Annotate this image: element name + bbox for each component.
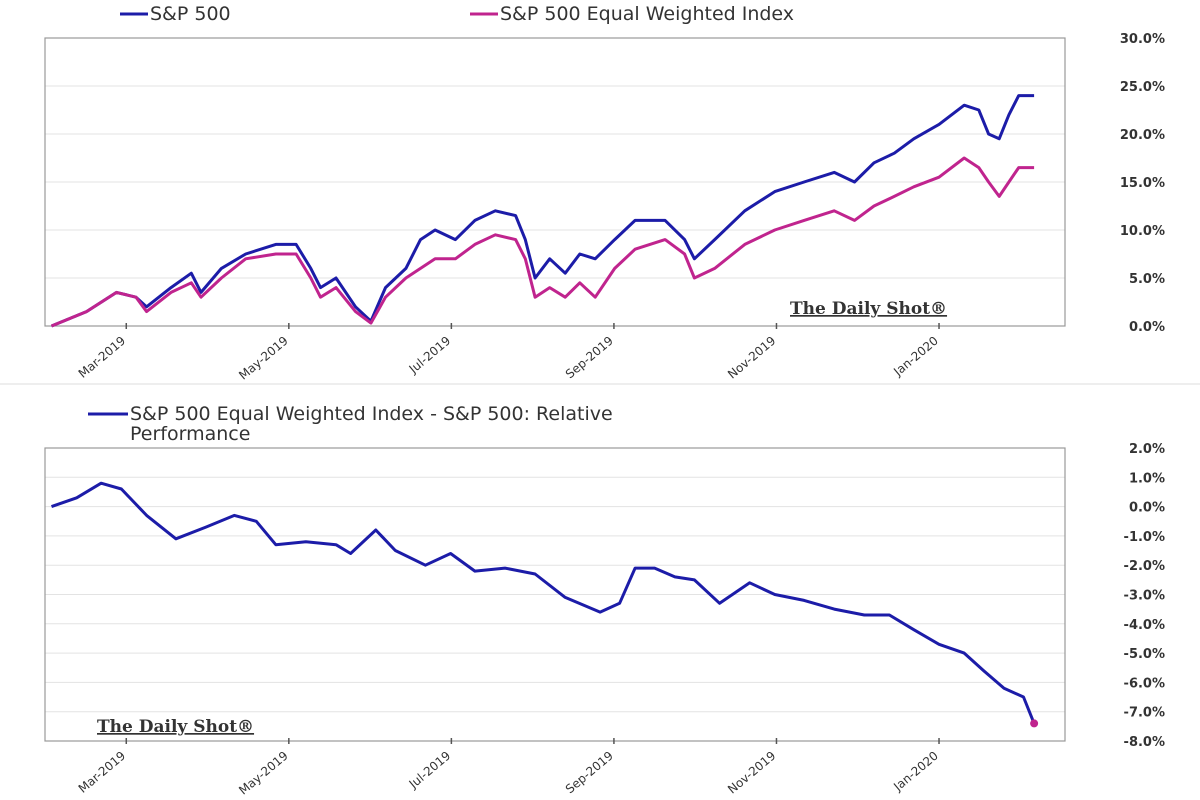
x-tick-label: Jan-2020: [890, 749, 941, 795]
x-tick-label: Jul-2019: [406, 334, 454, 377]
y-tick-label: -2.0%: [1124, 559, 1165, 574]
y-tick-label: -8.0%: [1124, 735, 1165, 750]
y-tick-label: -7.0%: [1124, 706, 1165, 721]
x-tick-label: Sep-2019: [563, 334, 616, 382]
legend-label: S&P 500 Equal Weighted Index - S&P 500: …: [130, 403, 613, 425]
y-tick-label: 20.0%: [1120, 128, 1165, 143]
y-tick-label: 15.0%: [1120, 176, 1165, 191]
x-tick-label: Sep-2019: [563, 749, 616, 797]
watermark-logo: The Daily Shot®: [97, 717, 254, 737]
y-tick-label: 0.0%: [1129, 501, 1165, 516]
last-point-marker: [1030, 719, 1039, 728]
x-tick-label: Mar-2019: [76, 334, 128, 381]
y-tick-label: -6.0%: [1124, 676, 1165, 691]
watermark-logo: The Daily Shot®: [790, 299, 947, 319]
series-line-s-p-500-equal-weighted-index: [50, 156, 1035, 328]
y-tick-label: 10.0%: [1120, 224, 1165, 239]
x-tick-label: Nov-2019: [725, 749, 778, 797]
plot-frame: [44, 447, 1066, 742]
y-tick-label: -3.0%: [1124, 589, 1165, 604]
x-tick-label: Nov-2019: [725, 334, 778, 382]
x-tick-label: Jul-2019: [406, 749, 454, 792]
x-tick-label: May-2019: [236, 749, 291, 798]
legend-label: S&P 500: [150, 3, 231, 25]
series-line-s-p-500: [50, 94, 1035, 328]
y-tick-label: 25.0%: [1120, 80, 1165, 95]
legend-label: S&P 500 Equal Weighted Index: [500, 3, 794, 25]
y-tick-label: -1.0%: [1124, 530, 1165, 545]
y-tick-label: 30.0%: [1120, 32, 1165, 47]
plot-frame: [44, 37, 1066, 327]
y-tick-label: 2.0%: [1129, 442, 1165, 457]
y-tick-label: 0.0%: [1129, 320, 1165, 335]
x-tick-label: Mar-2019: [76, 749, 128, 796]
series-line-s-p-500-equal-weighted-index-s-p-500-relative-performance: [51, 481, 1036, 724]
legend-label-line2: Performance: [130, 423, 250, 445]
y-tick-label: -4.0%: [1124, 618, 1165, 633]
y-tick-label: 5.0%: [1129, 272, 1165, 287]
x-tick-label: Jan-2020: [890, 334, 941, 380]
y-tick-label: 1.0%: [1129, 471, 1165, 486]
x-tick-label: May-2019: [236, 334, 291, 383]
y-tick-label: -5.0%: [1124, 647, 1165, 662]
